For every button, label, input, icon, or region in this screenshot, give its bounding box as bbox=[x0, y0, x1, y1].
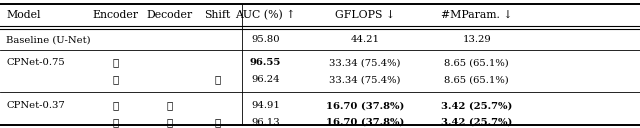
Text: ✓: ✓ bbox=[112, 58, 118, 67]
Text: ✓: ✓ bbox=[214, 76, 221, 84]
Text: ✓: ✓ bbox=[112, 101, 118, 110]
Text: 94.91: 94.91 bbox=[251, 101, 280, 110]
Text: Baseline (U-Net): Baseline (U-Net) bbox=[6, 35, 91, 44]
Text: CPNet-0.75: CPNet-0.75 bbox=[6, 58, 65, 67]
Text: 95.80: 95.80 bbox=[252, 35, 280, 44]
Text: ✓: ✓ bbox=[166, 101, 173, 110]
Text: 16.70 (37.8%): 16.70 (37.8%) bbox=[326, 101, 404, 110]
Text: 96.55: 96.55 bbox=[250, 58, 282, 67]
Text: Encoder: Encoder bbox=[92, 10, 138, 20]
Text: 3.42 (25.7%): 3.42 (25.7%) bbox=[441, 101, 513, 110]
Text: ✓: ✓ bbox=[166, 118, 173, 127]
Text: ✓: ✓ bbox=[112, 118, 118, 127]
Text: 8.65 (65.1%): 8.65 (65.1%) bbox=[444, 58, 509, 67]
Text: ✓: ✓ bbox=[112, 76, 118, 84]
Text: 96.13: 96.13 bbox=[252, 118, 280, 127]
Text: AUC (%) ↑: AUC (%) ↑ bbox=[236, 10, 296, 20]
Text: 3.42 (25.7%): 3.42 (25.7%) bbox=[441, 118, 513, 127]
Text: Model: Model bbox=[6, 10, 41, 20]
Text: 96.24: 96.24 bbox=[252, 76, 280, 84]
Text: CPNet-0.37: CPNet-0.37 bbox=[6, 101, 65, 110]
Text: Shift: Shift bbox=[204, 10, 231, 20]
Text: 8.65 (65.1%): 8.65 (65.1%) bbox=[444, 76, 509, 84]
Text: 44.21: 44.21 bbox=[350, 35, 380, 44]
Text: 13.29: 13.29 bbox=[463, 35, 491, 44]
Text: #MParam. ↓: #MParam. ↓ bbox=[441, 10, 513, 20]
Text: 16.70 (37.8%): 16.70 (37.8%) bbox=[326, 118, 404, 127]
Text: Decoder: Decoder bbox=[147, 10, 193, 20]
Text: 33.34 (75.4%): 33.34 (75.4%) bbox=[329, 58, 401, 67]
Text: 33.34 (75.4%): 33.34 (75.4%) bbox=[329, 76, 401, 84]
Text: ✓: ✓ bbox=[214, 118, 221, 127]
Text: GFLOPS ↓: GFLOPS ↓ bbox=[335, 10, 395, 20]
